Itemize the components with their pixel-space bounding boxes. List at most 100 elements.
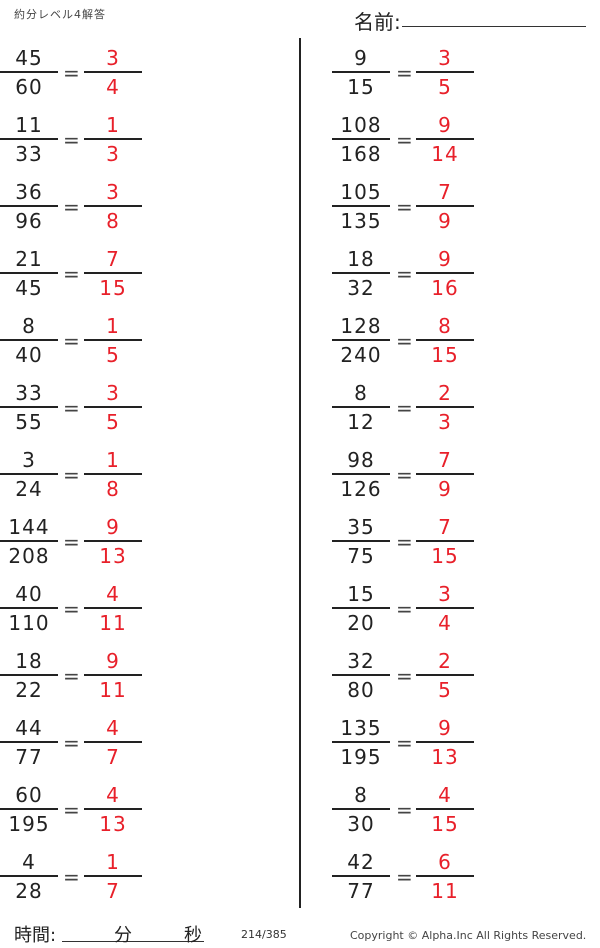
answer-numerator: 1 bbox=[106, 314, 120, 338]
copyright: Copyright © Alpha.Inc All Rights Reserve… bbox=[350, 929, 587, 942]
problem-fraction: 35 75 bbox=[332, 515, 390, 568]
answer-fraction: 7 15 bbox=[84, 247, 142, 300]
answer-denominator: 5 bbox=[106, 342, 120, 367]
answer-numerator: 9 bbox=[106, 515, 120, 539]
fraction-bar bbox=[84, 272, 142, 274]
answer-fraction: 9 14 bbox=[416, 113, 474, 166]
answer-fraction: 9 13 bbox=[84, 515, 142, 568]
answer-numerator: 2 bbox=[438, 381, 452, 405]
fraction-bar bbox=[332, 808, 390, 810]
problem-fraction: 45 60 bbox=[0, 46, 58, 99]
numerator: 4 bbox=[22, 850, 36, 874]
denominator: 110 bbox=[8, 610, 50, 635]
fraction-bar bbox=[84, 406, 142, 408]
fraction-bar bbox=[332, 339, 390, 341]
problem-fraction: 144 208 bbox=[0, 515, 58, 568]
equals-sign: = bbox=[63, 865, 80, 889]
fraction-bar bbox=[416, 808, 474, 810]
denominator: 208 bbox=[8, 543, 50, 568]
answer-numerator: 8 bbox=[438, 314, 452, 338]
answer-numerator: 4 bbox=[438, 783, 452, 807]
answer-denominator: 15 bbox=[99, 275, 127, 300]
problem-fraction: 60 195 bbox=[0, 783, 58, 836]
fraction-bar bbox=[332, 406, 390, 408]
fraction-bar bbox=[84, 875, 142, 877]
answer-numerator: 3 bbox=[438, 582, 452, 606]
equals-sign: = bbox=[396, 463, 413, 487]
fraction-bar bbox=[84, 808, 142, 810]
fraction-bar bbox=[0, 406, 58, 408]
numerator: 44 bbox=[15, 716, 43, 740]
equals-sign: = bbox=[396, 396, 413, 420]
problem-fraction: 11 33 bbox=[0, 113, 58, 166]
fraction-bar bbox=[416, 473, 474, 475]
fraction-bar bbox=[332, 607, 390, 609]
answer-denominator: 14 bbox=[431, 141, 459, 166]
time-field-line bbox=[62, 941, 204, 942]
denominator: 24 bbox=[15, 476, 43, 501]
denominator: 12 bbox=[347, 409, 375, 434]
fraction-bar bbox=[84, 205, 142, 207]
answer-numerator: 7 bbox=[438, 180, 452, 204]
answer-numerator: 9 bbox=[438, 247, 452, 271]
fraction-bar bbox=[0, 674, 58, 676]
equals-sign: = bbox=[63, 329, 80, 353]
fraction-bar bbox=[332, 473, 390, 475]
fraction-bar bbox=[416, 71, 474, 73]
answer-numerator: 1 bbox=[106, 448, 120, 472]
time-label: 時間: bbox=[14, 925, 57, 946]
problem-fraction: 21 45 bbox=[0, 247, 58, 300]
fraction-bar bbox=[332, 674, 390, 676]
fraction-bar bbox=[84, 741, 142, 743]
answer-fraction: 6 11 bbox=[416, 850, 474, 903]
fraction-bar bbox=[0, 138, 58, 140]
numerator: 40 bbox=[15, 582, 43, 606]
denominator: 28 bbox=[15, 878, 43, 903]
numerator: 128 bbox=[340, 314, 382, 338]
equals-sign: = bbox=[396, 731, 413, 755]
problem-fraction: 108 168 bbox=[332, 113, 390, 166]
answer-numerator: 3 bbox=[106, 46, 120, 70]
fraction-bar bbox=[416, 339, 474, 341]
fraction-bar bbox=[416, 406, 474, 408]
fraction-bar bbox=[332, 205, 390, 207]
numerator: 18 bbox=[15, 649, 43, 673]
answer-numerator: 9 bbox=[106, 649, 120, 673]
minutes-label: 分 bbox=[114, 925, 132, 946]
answer-denominator: 11 bbox=[431, 878, 459, 903]
answer-denominator: 9 bbox=[438, 208, 452, 233]
answer-numerator: 4 bbox=[106, 582, 120, 606]
answer-denominator: 15 bbox=[431, 342, 459, 367]
answer-denominator: 4 bbox=[438, 610, 452, 635]
fraction-bar bbox=[0, 875, 58, 877]
numerator: 21 bbox=[15, 247, 43, 271]
name-field-line bbox=[402, 26, 586, 27]
numerator: 8 bbox=[354, 381, 368, 405]
denominator: 80 bbox=[347, 677, 375, 702]
problem-fraction: 98 126 bbox=[332, 448, 390, 501]
problem-fraction: 18 32 bbox=[332, 247, 390, 300]
worksheet-title: 約分レベル4解答 bbox=[14, 8, 106, 21]
answer-numerator: 6 bbox=[438, 850, 452, 874]
answer-fraction: 7 15 bbox=[416, 515, 474, 568]
answer-denominator: 16 bbox=[431, 275, 459, 300]
answer-denominator: 5 bbox=[438, 677, 452, 702]
fraction-bar bbox=[0, 473, 58, 475]
equals-sign: = bbox=[63, 262, 80, 286]
fraction-bar bbox=[332, 875, 390, 877]
equals-sign: = bbox=[63, 396, 80, 420]
numerator: 18 bbox=[347, 247, 375, 271]
denominator: 22 bbox=[15, 677, 43, 702]
numerator: 98 bbox=[347, 448, 375, 472]
denominator: 96 bbox=[15, 208, 43, 233]
equals-sign: = bbox=[396, 61, 413, 85]
denominator: 168 bbox=[340, 141, 382, 166]
page-number: 214/385 bbox=[241, 928, 287, 941]
